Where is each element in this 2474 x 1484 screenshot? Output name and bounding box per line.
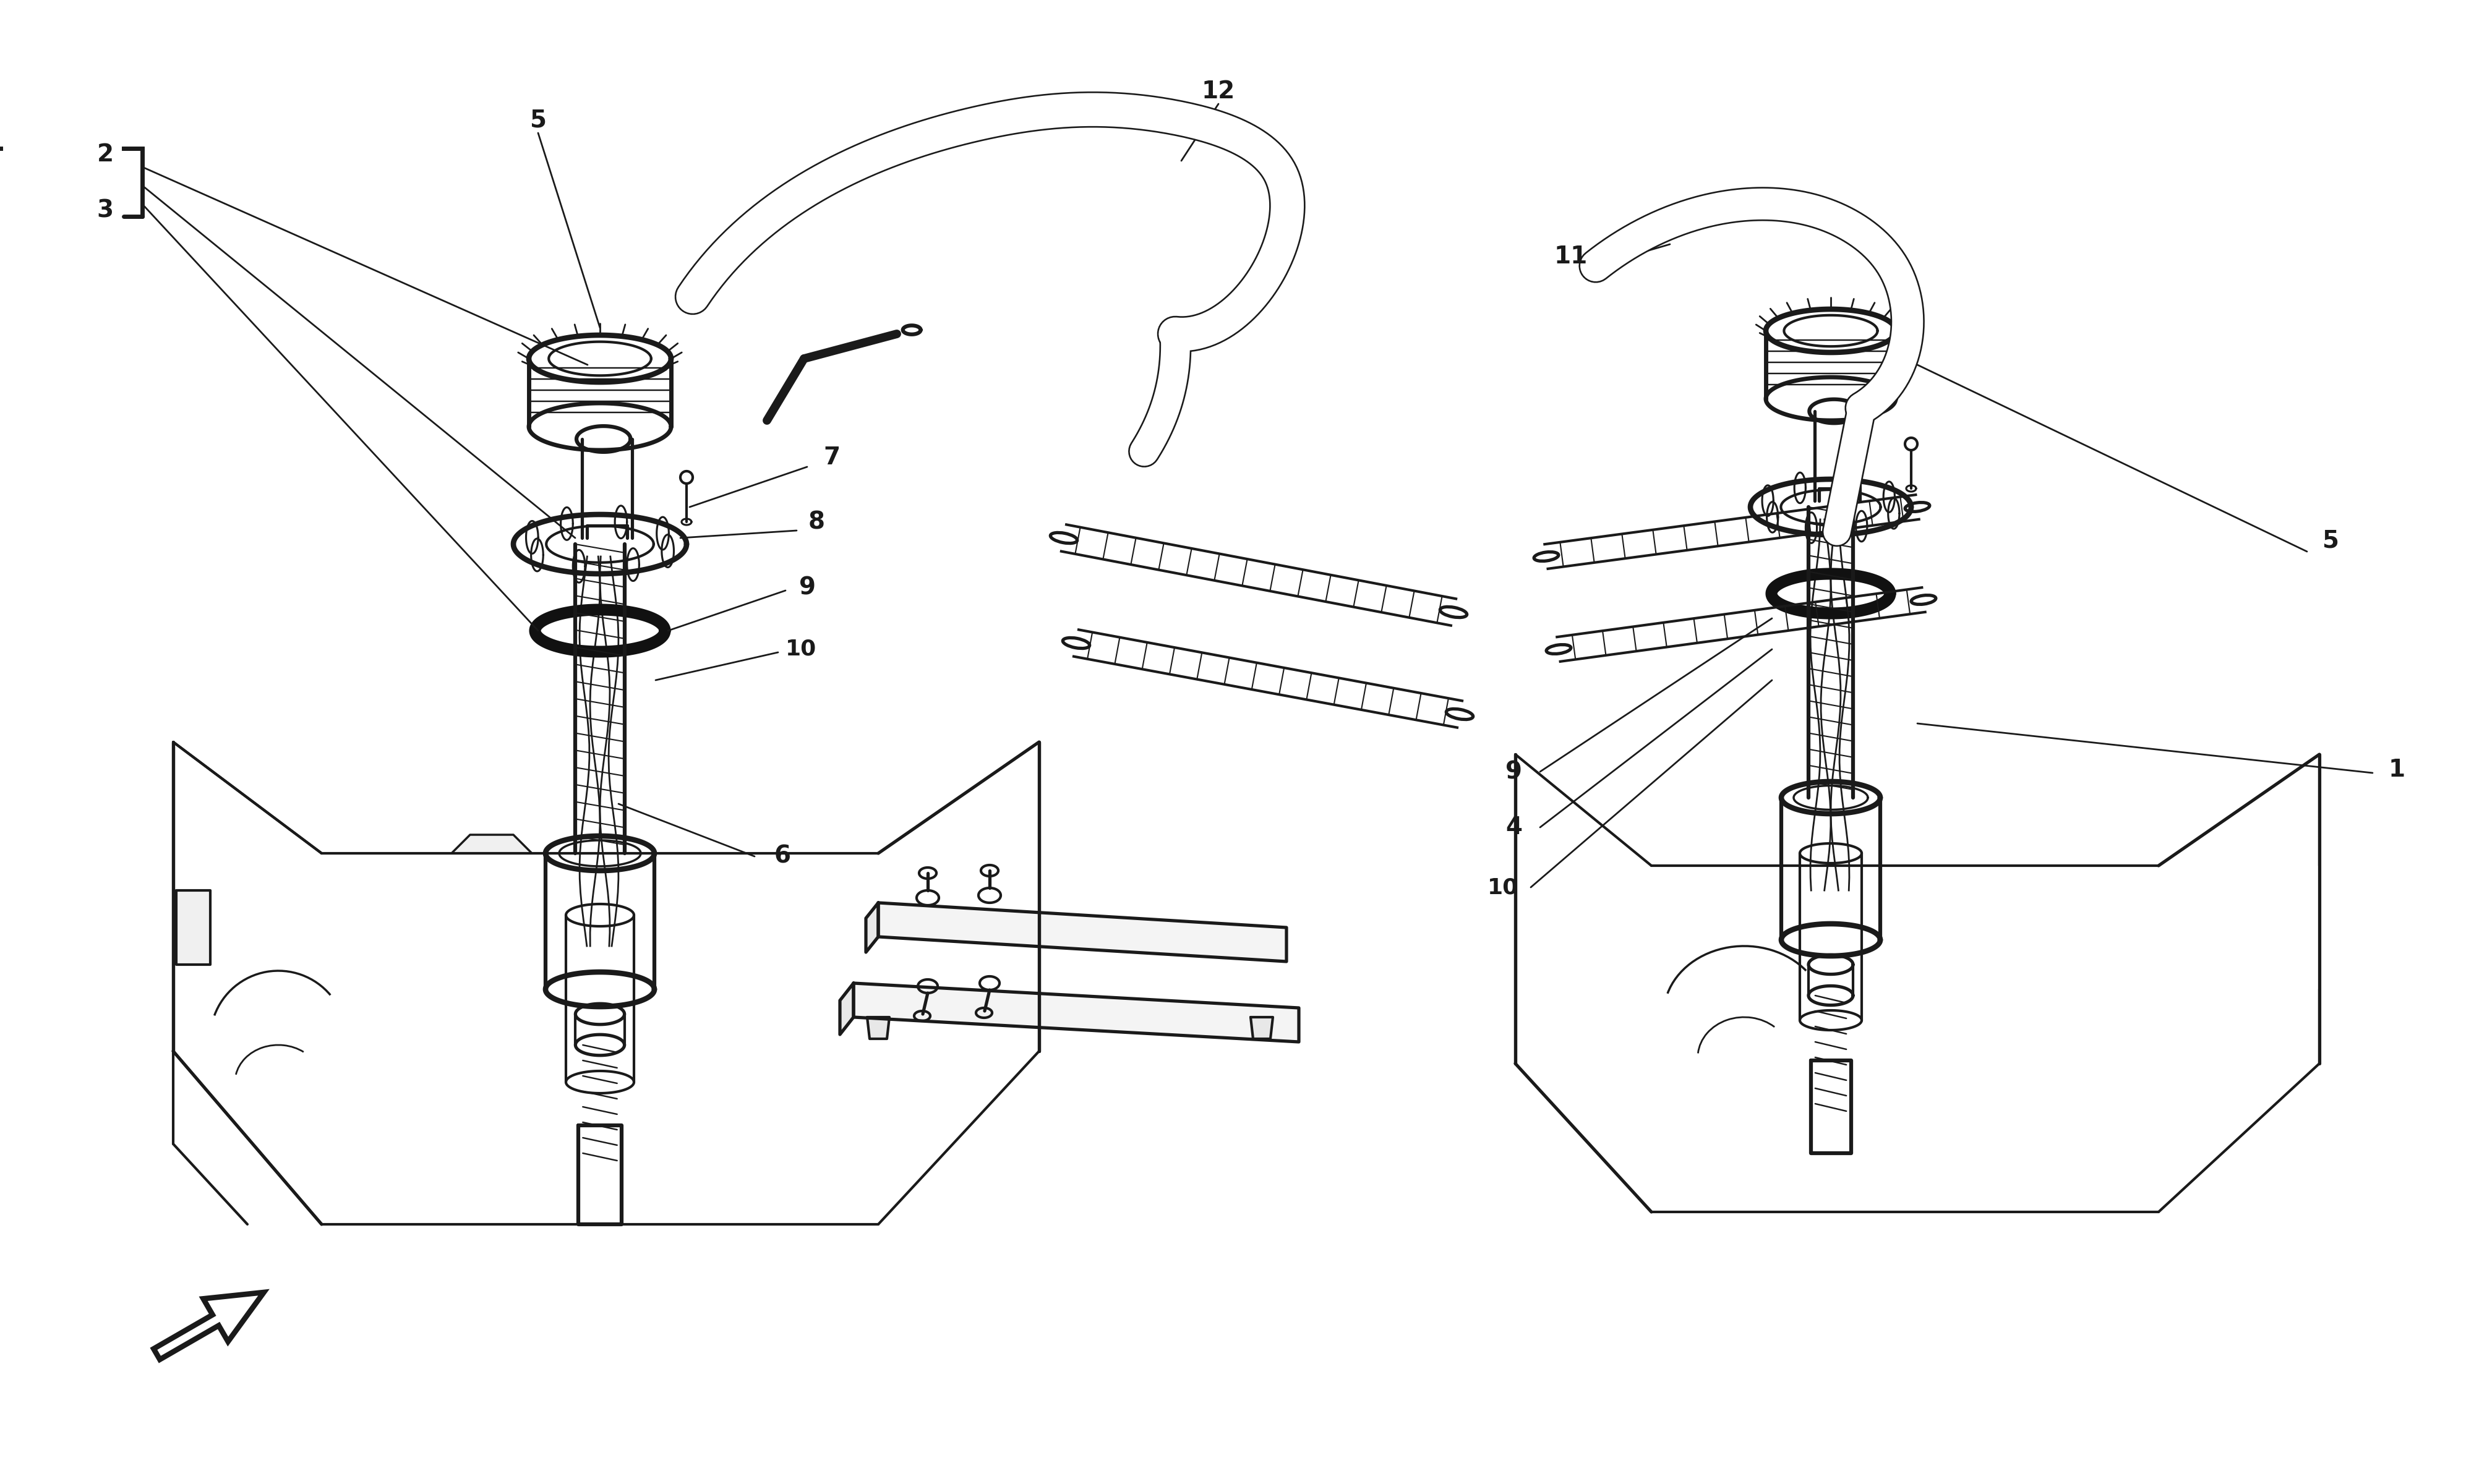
Polygon shape (450, 834, 532, 853)
Text: 12: 12 (1202, 80, 1235, 104)
Polygon shape (868, 1017, 891, 1039)
Text: 9: 9 (1507, 760, 1522, 784)
Text: 11: 11 (1554, 245, 1588, 269)
Text: 10: 10 (1487, 877, 1519, 898)
Polygon shape (579, 1125, 621, 1224)
Text: 6: 6 (774, 844, 792, 868)
Polygon shape (1811, 1061, 1851, 1153)
Text: 4: 4 (1507, 816, 1522, 838)
Text: 5: 5 (529, 108, 547, 132)
Text: 3: 3 (96, 199, 114, 223)
Text: 10: 10 (784, 638, 816, 660)
Text: 9: 9 (799, 576, 816, 600)
Polygon shape (176, 890, 210, 965)
Polygon shape (1252, 1017, 1272, 1039)
Text: 8: 8 (809, 510, 824, 534)
Polygon shape (866, 902, 878, 953)
Polygon shape (878, 902, 1286, 962)
Text: 5: 5 (2323, 530, 2338, 552)
Polygon shape (854, 982, 1299, 1042)
Polygon shape (841, 982, 854, 1034)
Text: 2: 2 (96, 142, 114, 166)
Text: 1: 1 (2387, 758, 2405, 782)
Text: 7: 7 (824, 445, 841, 469)
